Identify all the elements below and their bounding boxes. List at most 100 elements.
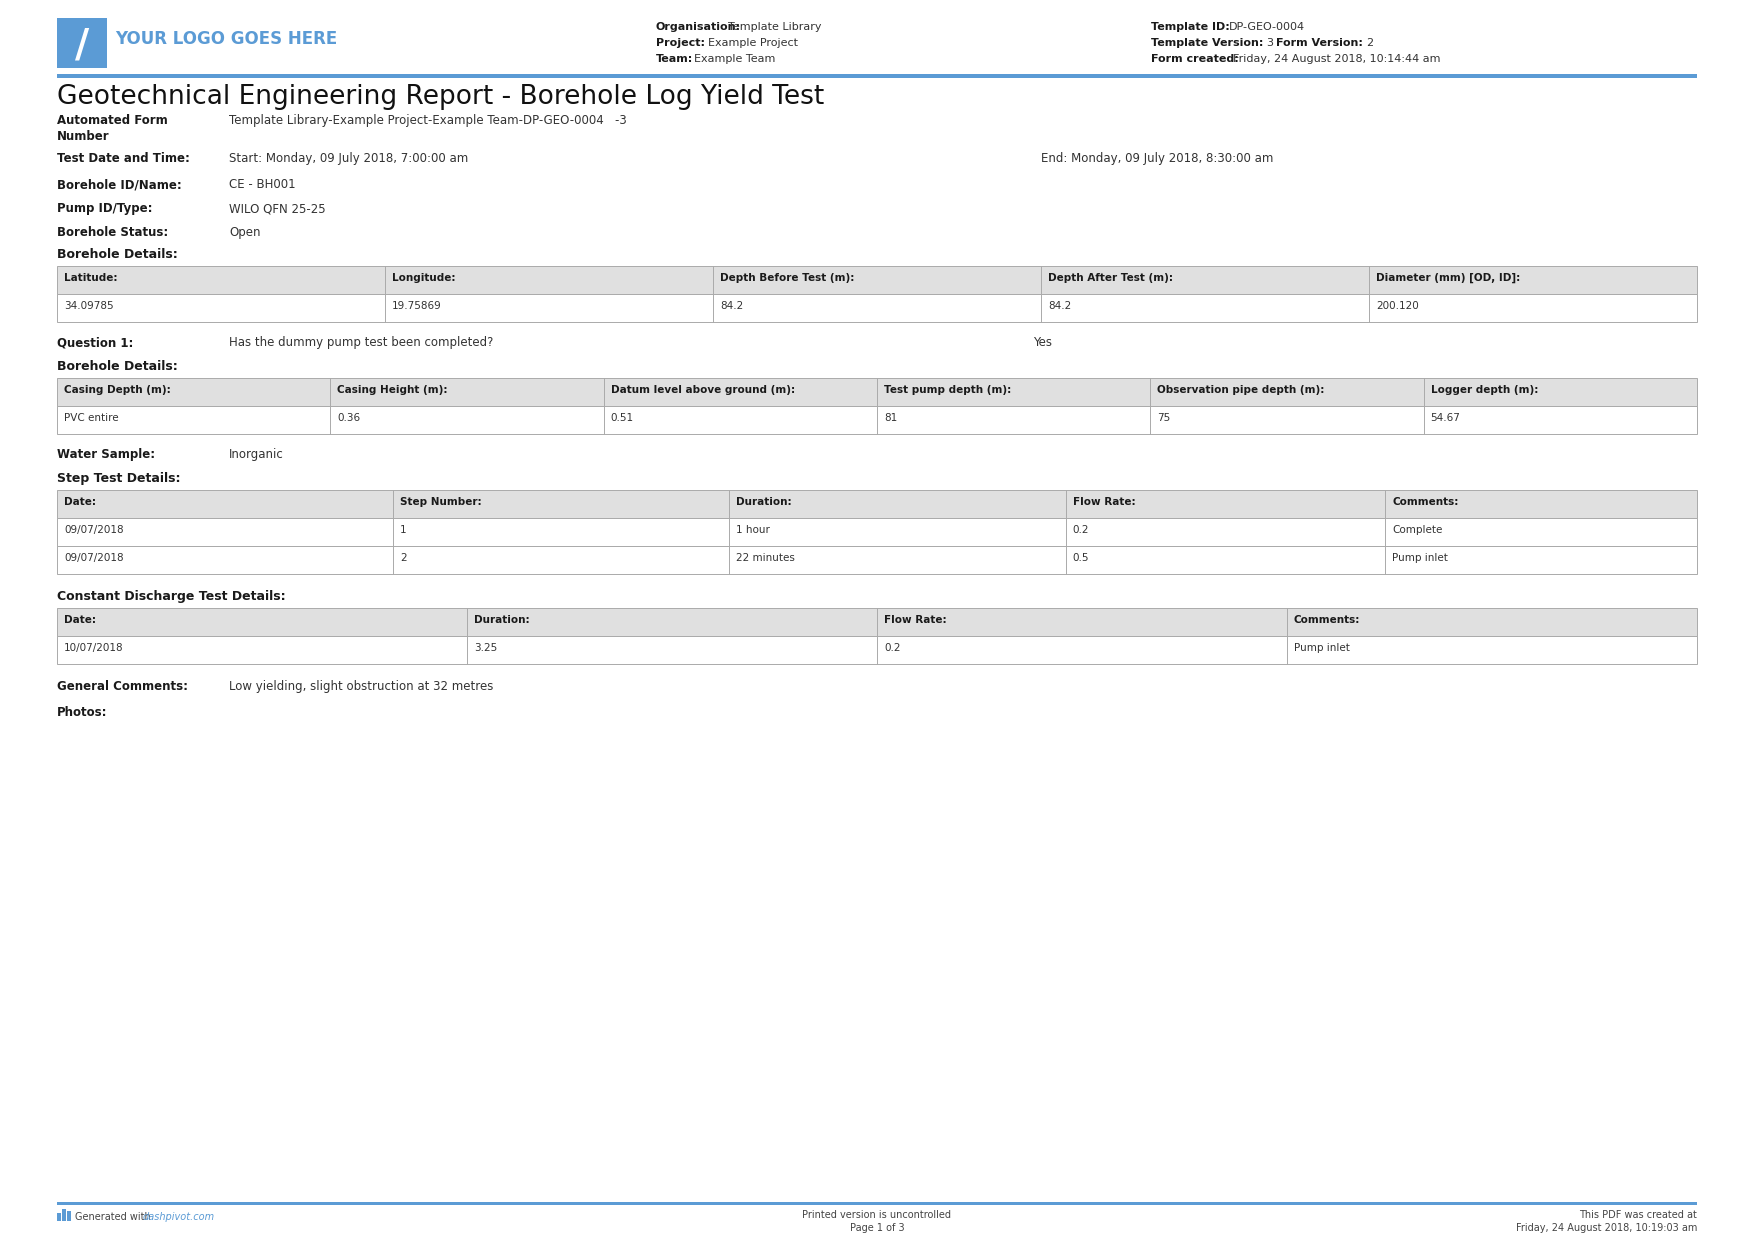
Text: 0.2: 0.2 [884, 644, 900, 653]
Text: Template ID:: Template ID: [1151, 22, 1230, 32]
Bar [67, 1211, 70, 1221]
Text: Friday, 24 August 2018, 10:14:44 am: Friday, 24 August 2018, 10:14:44 am [1233, 55, 1440, 64]
Text: 84.2: 84.2 [719, 301, 744, 311]
Bar [56, 1202, 1698, 1205]
Text: This PDF was created at: This PDF was created at [1579, 1210, 1698, 1220]
Text: Step Test Details:: Step Test Details: [56, 472, 181, 485]
Text: 54.67: 54.67 [1431, 413, 1461, 423]
Bar [61, 1209, 67, 1221]
Bar [56, 546, 1698, 574]
Text: 2: 2 [1366, 38, 1373, 48]
Text: General Comments:: General Comments: [56, 680, 188, 693]
Text: 1 hour: 1 hour [737, 525, 770, 534]
Bar [56, 405, 1698, 434]
Text: Pump inlet: Pump inlet [1393, 553, 1449, 563]
Text: Form Version:: Form Version: [1275, 38, 1363, 48]
Text: Comments:: Comments: [1294, 615, 1361, 625]
Text: Pump ID/Type:: Pump ID/Type: [56, 202, 153, 215]
Bar [56, 19, 107, 68]
Text: Logger depth (m):: Logger depth (m): [1431, 384, 1538, 396]
Text: DP-GEO-0004: DP-GEO-0004 [1230, 22, 1305, 32]
Text: dashpivot.com: dashpivot.com [144, 1211, 216, 1221]
Text: Depth After Test (m):: Depth After Test (m): [1047, 273, 1173, 283]
Text: Longitude:: Longitude: [391, 273, 456, 283]
Text: Duration:: Duration: [474, 615, 530, 625]
Text: Page 1 of 3: Page 1 of 3 [849, 1223, 905, 1233]
Text: Template Library-Example Project-Example Team-DP-GEO-0004   -3: Template Library-Example Project-Example… [230, 114, 626, 126]
Text: 3: 3 [1266, 38, 1273, 48]
Text: Borehole Details:: Borehole Details: [56, 248, 177, 260]
Text: Datum level above ground (m):: Datum level above ground (m): [610, 384, 795, 396]
Text: Inorganic: Inorganic [230, 448, 284, 461]
Text: Low yielding, slight obstruction at 32 metres: Low yielding, slight obstruction at 32 m… [230, 680, 493, 693]
Text: 84.2: 84.2 [1047, 301, 1072, 311]
Text: 22 minutes: 22 minutes [737, 553, 795, 563]
Text: CE - BH001: CE - BH001 [230, 179, 296, 191]
Text: 75: 75 [1158, 413, 1170, 423]
Text: Date:: Date: [63, 497, 96, 507]
Text: 0.36: 0.36 [337, 413, 361, 423]
Text: Start: Monday, 09 July 2018, 7:00:00 am: Start: Monday, 09 July 2018, 7:00:00 am [230, 153, 468, 165]
Text: Geotechnical Engineering Report - Borehole Log Yield Test: Geotechnical Engineering Report - Boreho… [56, 84, 824, 110]
Text: Casing Height (m):: Casing Height (m): [337, 384, 447, 396]
Bar [56, 1213, 61, 1221]
Text: Flow Rate:: Flow Rate: [884, 615, 947, 625]
Text: Team:: Team: [656, 55, 693, 64]
Text: 10/07/2018: 10/07/2018 [63, 644, 123, 653]
Text: Example Team: Example Team [693, 55, 775, 64]
Bar [56, 294, 1698, 322]
Text: 2: 2 [400, 553, 407, 563]
Bar [56, 490, 1698, 518]
Text: Template Library: Template Library [728, 22, 821, 32]
Text: 200.120: 200.120 [1375, 301, 1419, 311]
Text: Project:: Project: [656, 38, 705, 48]
Bar [56, 267, 1698, 294]
Text: YOUR LOGO GOES HERE: YOUR LOGO GOES HERE [116, 30, 337, 48]
Text: Pump inlet: Pump inlet [1294, 644, 1351, 653]
Text: 3.25: 3.25 [474, 644, 496, 653]
Text: Photos:: Photos: [56, 706, 107, 719]
Text: 0.2: 0.2 [1073, 525, 1089, 534]
Text: Date:: Date: [63, 615, 96, 625]
Text: 34.09785: 34.09785 [63, 301, 114, 311]
Text: Duration:: Duration: [737, 497, 793, 507]
Text: 19.75869: 19.75869 [391, 301, 442, 311]
Text: Flow Rate:: Flow Rate: [1073, 497, 1135, 507]
Text: Number: Number [56, 130, 109, 143]
Text: Observation pipe depth (m):: Observation pipe depth (m): [1158, 384, 1324, 396]
Text: 1: 1 [400, 525, 407, 534]
Text: Latitude:: Latitude: [63, 273, 118, 283]
Text: Comments:: Comments: [1393, 497, 1459, 507]
Text: Open: Open [230, 226, 261, 239]
Bar [56, 74, 1698, 78]
Text: Test pump depth (m):: Test pump depth (m): [884, 384, 1012, 396]
Text: Yes: Yes [1033, 336, 1052, 348]
Bar [56, 636, 1698, 663]
Text: Complete: Complete [1393, 525, 1444, 534]
Text: WILO QFN 25-25: WILO QFN 25-25 [230, 202, 326, 215]
Bar [56, 518, 1698, 546]
Text: Borehole Details:: Borehole Details: [56, 360, 177, 373]
Bar [56, 378, 1698, 405]
Text: /: / [75, 26, 89, 64]
Text: Organisation:: Organisation: [656, 22, 740, 32]
Text: Water Sample:: Water Sample: [56, 448, 154, 461]
Text: PVC entire: PVC entire [63, 413, 119, 423]
Text: Has the dummy pump test been completed?: Has the dummy pump test been completed? [230, 336, 493, 348]
Text: Friday, 24 August 2018, 10:19:03 am: Friday, 24 August 2018, 10:19:03 am [1515, 1223, 1698, 1233]
Text: 81: 81 [884, 413, 898, 423]
Text: Example Project: Example Project [707, 38, 798, 48]
Text: 09/07/2018: 09/07/2018 [63, 525, 123, 534]
Text: Printed version is uncontrolled: Printed version is uncontrolled [803, 1210, 951, 1220]
Text: Form created:: Form created: [1151, 55, 1238, 64]
Text: Casing Depth (m):: Casing Depth (m): [63, 384, 170, 396]
Text: Automated Form: Automated Form [56, 114, 168, 126]
Text: 0.51: 0.51 [610, 413, 633, 423]
Text: Generated with: Generated with [75, 1211, 154, 1221]
Text: Diameter (mm) [OD, ID]:: Diameter (mm) [OD, ID]: [1375, 273, 1521, 283]
Text: End: Monday, 09 July 2018, 8:30:00 am: End: Monday, 09 July 2018, 8:30:00 am [1042, 153, 1273, 165]
Bar [56, 608, 1698, 636]
Text: 09/07/2018: 09/07/2018 [63, 553, 123, 563]
Text: Test Date and Time:: Test Date and Time: [56, 153, 189, 165]
Text: Borehole ID/Name:: Borehole ID/Name: [56, 179, 182, 191]
